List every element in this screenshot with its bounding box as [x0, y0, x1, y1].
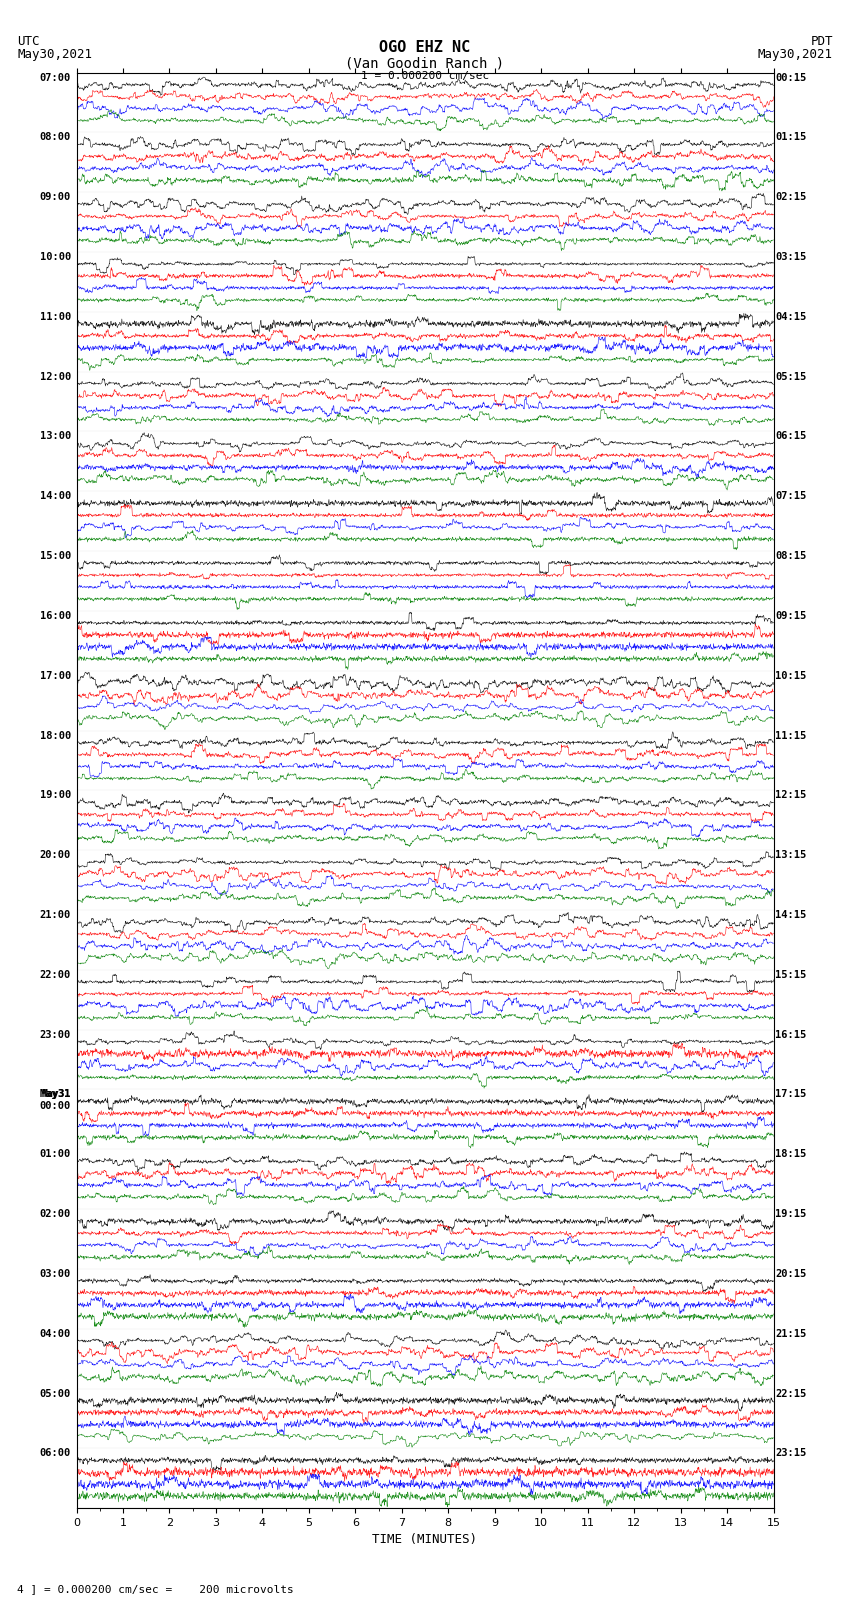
Text: 17:00: 17:00 [40, 671, 71, 681]
Text: 07:00: 07:00 [40, 73, 71, 82]
Text: 18:00: 18:00 [40, 731, 71, 740]
Text: 03:15: 03:15 [775, 252, 806, 261]
Text: 12:00: 12:00 [40, 371, 71, 382]
Text: 20:15: 20:15 [775, 1269, 806, 1279]
Text: 20:00: 20:00 [40, 850, 71, 860]
Text: 06:00: 06:00 [40, 1448, 71, 1458]
Text: 23:00: 23:00 [40, 1029, 71, 1040]
Text: 08:00: 08:00 [40, 132, 71, 142]
Text: 00:15: 00:15 [775, 73, 806, 82]
Text: 03:00: 03:00 [40, 1269, 71, 1279]
X-axis label: TIME (MINUTES): TIME (MINUTES) [372, 1534, 478, 1547]
Text: 05:15: 05:15 [775, 371, 806, 382]
Text: May30,2021: May30,2021 [17, 48, 92, 61]
Text: 16:15: 16:15 [775, 1029, 806, 1040]
Text: 14:00: 14:00 [40, 492, 71, 502]
Text: 10:00: 10:00 [40, 252, 71, 261]
Text: 16:00: 16:00 [40, 611, 71, 621]
Text: 22:00: 22:00 [40, 969, 71, 979]
Text: PDT: PDT [811, 35, 833, 48]
Text: 14:15: 14:15 [775, 910, 806, 919]
Text: May31
00:00: May31 00:00 [40, 1089, 71, 1111]
Text: 1 = 0.000200 cm/sec: 1 = 0.000200 cm/sec [361, 71, 489, 81]
Text: 06:15: 06:15 [775, 432, 806, 442]
Text: 19:00: 19:00 [40, 790, 71, 800]
Text: 01:15: 01:15 [775, 132, 806, 142]
Text: UTC: UTC [17, 35, 39, 48]
Text: 02:00: 02:00 [40, 1210, 71, 1219]
Text: 15:15: 15:15 [775, 969, 806, 979]
Text: 12:15: 12:15 [775, 790, 806, 800]
Text: 13:15: 13:15 [775, 850, 806, 860]
Text: 15:00: 15:00 [40, 552, 71, 561]
Text: OGO EHZ NC: OGO EHZ NC [379, 40, 471, 55]
Text: 09:00: 09:00 [40, 192, 71, 202]
Text: 22:15: 22:15 [775, 1389, 806, 1398]
Text: 11:00: 11:00 [40, 311, 71, 323]
Text: 05:00: 05:00 [40, 1389, 71, 1398]
Text: May30,2021: May30,2021 [758, 48, 833, 61]
Text: 23:15: 23:15 [775, 1448, 806, 1458]
Text: 02:15: 02:15 [775, 192, 806, 202]
Text: 4 ] = 0.000200 cm/sec =    200 microvolts: 4 ] = 0.000200 cm/sec = 200 microvolts [17, 1584, 294, 1594]
Text: 09:15: 09:15 [775, 611, 806, 621]
Text: 10:15: 10:15 [775, 671, 806, 681]
Text: 13:00: 13:00 [40, 432, 71, 442]
Text: 04:00: 04:00 [40, 1329, 71, 1339]
Text: 07:15: 07:15 [775, 492, 806, 502]
Text: (Van Goodin Ranch ): (Van Goodin Ranch ) [345, 56, 505, 71]
Text: 11:15: 11:15 [775, 731, 806, 740]
Text: 18:15: 18:15 [775, 1148, 806, 1160]
Text: 01:00: 01:00 [40, 1148, 71, 1160]
Text: 19:15: 19:15 [775, 1210, 806, 1219]
Text: 04:15: 04:15 [775, 311, 806, 323]
Text: 21:00: 21:00 [40, 910, 71, 919]
Text: 21:15: 21:15 [775, 1329, 806, 1339]
Text: 17:15: 17:15 [775, 1089, 806, 1100]
Text: 08:15: 08:15 [775, 552, 806, 561]
Text: May31: May31 [42, 1089, 71, 1100]
